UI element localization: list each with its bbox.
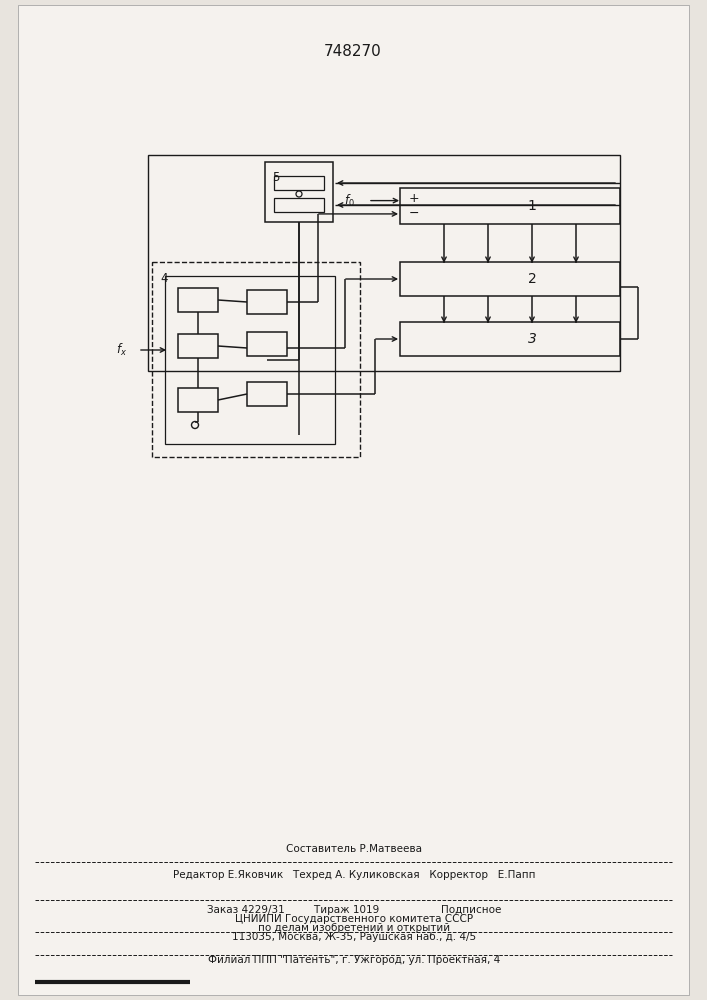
Text: $f_x$: $f_x$ xyxy=(116,342,127,358)
Bar xyxy=(178,334,218,358)
Bar xyxy=(247,382,287,406)
Bar xyxy=(165,276,335,444)
Bar xyxy=(178,388,218,412)
Bar xyxy=(400,188,620,224)
Bar xyxy=(265,162,333,222)
Bar xyxy=(178,288,218,312)
Text: Составитель Р.Матвеева: Составитель Р.Матвеева xyxy=(286,844,422,854)
Text: −: − xyxy=(409,207,419,220)
Text: ЦНИИПИ Государственного комитета СССР: ЦНИИПИ Государственного комитета СССР xyxy=(235,914,473,924)
Text: 5: 5 xyxy=(272,171,279,184)
Bar xyxy=(274,176,324,190)
Text: 4: 4 xyxy=(160,272,168,285)
Bar xyxy=(400,262,620,296)
Text: $f_0$: $f_0$ xyxy=(344,193,355,209)
Text: 1: 1 xyxy=(527,199,537,213)
Bar xyxy=(148,155,620,371)
Text: 3: 3 xyxy=(527,332,537,346)
Text: Заказ 4229/31         Тираж 1019                   Подписное: Заказ 4229/31 Тираж 1019 Подписное xyxy=(207,905,501,915)
Text: +: + xyxy=(409,192,419,205)
Bar xyxy=(400,322,620,356)
Text: 2: 2 xyxy=(527,272,537,286)
Bar xyxy=(274,198,324,212)
Text: по делам изобретений и открытий: по делам изобретений и открытий xyxy=(258,923,450,933)
Bar xyxy=(152,262,360,457)
Text: Филиал ППП "Патенть", г. Ужгород, ул. Проектная, 4: Филиал ППП "Патенть", г. Ужгород, ул. Пр… xyxy=(208,955,500,965)
Text: 748270: 748270 xyxy=(324,44,382,60)
Text: Редактор Е.Яковчик   Техред А. Куликовская   Корректор   Е.Папп: Редактор Е.Яковчик Техред А. Куликовская… xyxy=(173,870,535,880)
Text: 113035, Москва, Ж-35, Раушская наб., д. 4/5: 113035, Москва, Ж-35, Раушская наб., д. … xyxy=(232,932,476,942)
Bar xyxy=(247,290,287,314)
Bar xyxy=(247,332,287,356)
